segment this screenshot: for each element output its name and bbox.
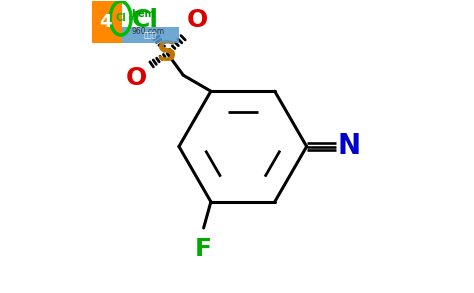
Text: Cl: Cl: [132, 8, 159, 32]
Text: O: O: [187, 8, 209, 32]
Text: O: O: [126, 66, 147, 90]
Text: F: F: [195, 237, 212, 260]
Text: S: S: [157, 40, 177, 67]
Text: N: N: [338, 132, 361, 161]
